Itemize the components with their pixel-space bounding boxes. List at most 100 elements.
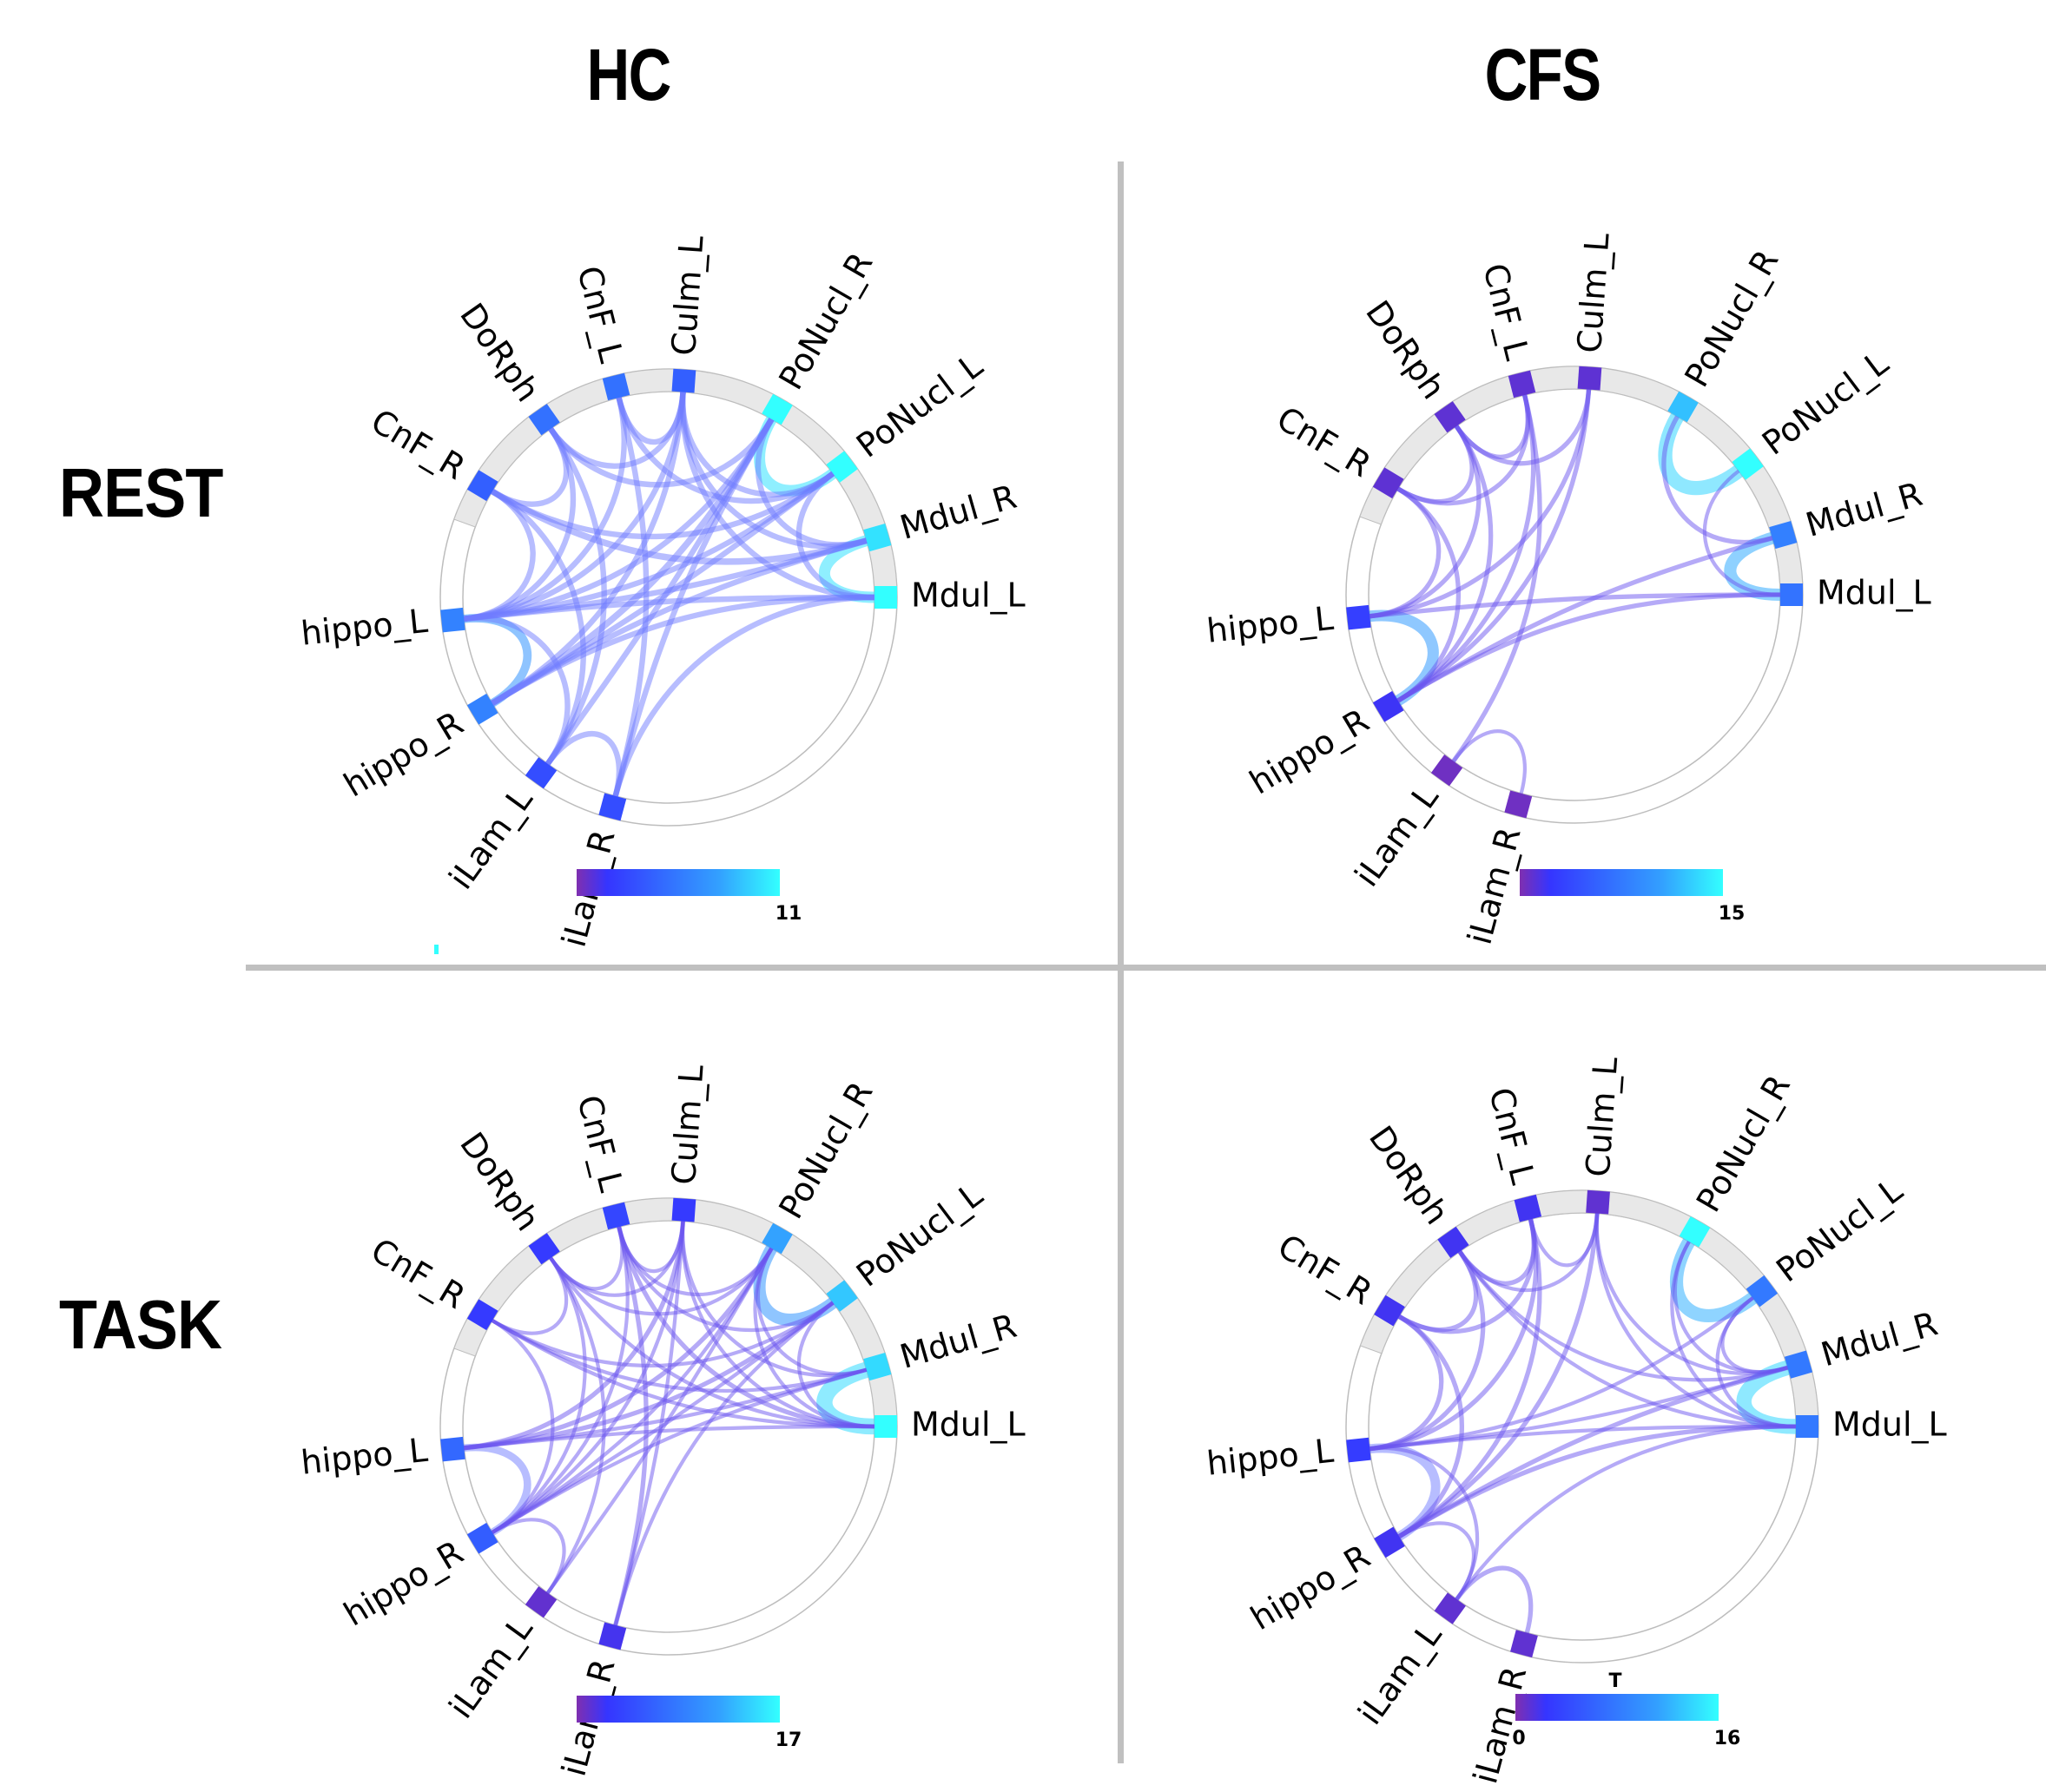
node-CnF_R [466,1299,498,1331]
edge-PoNucl_R-Mdul_R [755,416,870,548]
ring-band [453,368,898,606]
edges [1364,1210,1804,1636]
edge-Culm_L-Mdul_R [1594,1211,1790,1375]
column-title-cfs: CFS [1484,34,1601,115]
node-hippo_R [466,1522,498,1554]
node-label-Mdul_R: Mdul_R [1801,475,1926,544]
node-label-Mdul_R: Mdul_R [1817,1304,1942,1374]
node-label-PoNucl_R: PoNucl_R [1689,1068,1798,1218]
node-label-DoRph: DoRph [1362,1119,1456,1231]
ring-band [1359,1189,1819,1436]
edge-CnF_L-iLam_R [613,1224,649,1628]
node-label-hippo_L: hippo_L [1204,599,1335,650]
edge-hippo_L-PoNucl_L [1368,1295,1755,1451]
node-iLam_L [1430,754,1463,787]
node-label-hippo_L: hippo_L [1205,1432,1336,1483]
node-label-DoRph: DoRph [1358,293,1453,405]
node-PoNucl_L [826,1280,858,1312]
edges [1363,386,1787,796]
node-hippo_L [440,607,465,633]
node-hippo_L [440,1436,465,1462]
ring-band [1359,366,1804,603]
edge-DoRph-iLam_L [545,1255,606,1595]
node-PoNucl_R [762,393,793,425]
colorbar-title: T [1608,1670,1621,1692]
node-Mdul_R [863,524,892,552]
edge-Culm_L-CnF_L [1528,1211,1600,1268]
node-label-iLam_L: iLam_L [441,1610,539,1725]
edge-CnF_L-PoNucl_L [616,394,836,504]
node-label-Culm_L: Culm_L [664,234,711,357]
node-label-CnF_R: CnF_R [1270,399,1378,484]
node-label-Mdul_L: Mdul_L [1832,1406,1947,1444]
node-PoNucl_R [762,1222,793,1255]
colorbar-max-label: 17 [776,1729,802,1751]
node-DoRph [1434,401,1466,433]
colorbar-min-label: 0 [1512,1728,1525,1749]
node-label-PoNucl_L: PoNucl_L [1769,1170,1909,1289]
node-label-PoNucl_L: PoNucl_L [1755,344,1895,463]
node-Mdul_L [1796,1415,1818,1438]
column-title-hc: HC [586,34,672,115]
edge-iLam_L-Mdul_L [1455,1424,1798,1602]
edge-PoNucl_L-Mdul_L [1703,469,1783,597]
node-PoNucl_R [1667,391,1699,423]
node-label-PoNucl_L: PoNucl_L [849,1176,989,1295]
edge-CnF_R-PoNucl_L [489,471,836,540]
edge-CnF_R-hippo_R [1396,486,1461,703]
node-Mdul_L [874,586,897,609]
node-CnF_R [1372,467,1404,499]
node-hippo_R [1372,690,1404,722]
horizontal-divider [246,965,2046,971]
node-label-Mdul_L: Mdul_L [911,576,1026,615]
node-Culm_L [671,368,696,393]
node-label-Mdul_R: Mdul_R [895,1307,1020,1376]
edge-hippo_R-iLam_L [1397,1521,1475,1602]
colorbar [577,869,780,896]
node-label-hippo_R: hippo_R [337,704,470,805]
edge-CnF_L-PoNucl_L [617,1224,835,1332]
edge-PoNucl_L-Mdul_R [1720,1295,1790,1374]
edge-CnF_R-hippo_R [490,1318,555,1535]
node-label-Mdul_L: Mdul_L [911,1406,1026,1444]
node-iLam_L [1434,1592,1466,1624]
node-label-iLam_L: iLam_L [441,781,539,896]
node-Mdul_R [1784,1350,1813,1379]
node-label-iLam_R: iLam_R [1466,1663,1534,1788]
node-hippo_R [466,693,498,725]
node-label-CnF_L: CnF_L [570,1091,630,1196]
node-label-Culm_L: Culm_L [1579,1056,1626,1178]
node-hippo_R [1374,1526,1405,1558]
node-DoRph [1437,1226,1469,1258]
edge-PoNucl_L-Mdul_L [795,471,878,601]
node-Culm_L [671,1197,696,1222]
edge-hippo_R-iLam_L [490,1518,566,1595]
node-iLam_R [1504,790,1533,819]
edge-CnF_L-Mdul_L [617,1224,877,1429]
edge-DoRph-Culm_L [1454,386,1592,466]
colorbar [1515,1694,1719,1721]
node-label-hippo_L: hippo_L [299,1431,429,1482]
node-label-PoNucl_R: PoNucl_R [1677,243,1785,393]
node-iLam_L [525,757,558,789]
node-DoRph [528,404,560,436]
row-title-rest: REST [59,454,223,531]
node-label-PoNucl_R: PoNucl_R [771,1075,880,1225]
node-label-Mdul_R: Mdul_R [895,478,1020,547]
node-PoNucl_L [1746,1275,1779,1308]
edge-CnF_R-PoNucl_L [490,1301,835,1368]
node-label-CnF_L: CnF_L [570,262,630,366]
edges [459,389,881,800]
node-CnF_L [602,1202,630,1230]
node-label-DoRph: DoRph [452,296,547,408]
colorbar-max-label: 16 [1714,1728,1741,1749]
node-label-iLam_L: iLam_L [1347,778,1445,893]
edge-DoRph-hippo_R [490,1255,587,1535]
edge-Culm_L-hippo_R [490,1219,685,1535]
node-Culm_L [1586,1189,1610,1215]
node-Mdul_L [1780,583,1803,606]
node-label-hippo_L: hippo_L [299,602,429,653]
node-iLam_L [525,1586,558,1618]
node-label-CnF_R: CnF_R [365,402,472,487]
